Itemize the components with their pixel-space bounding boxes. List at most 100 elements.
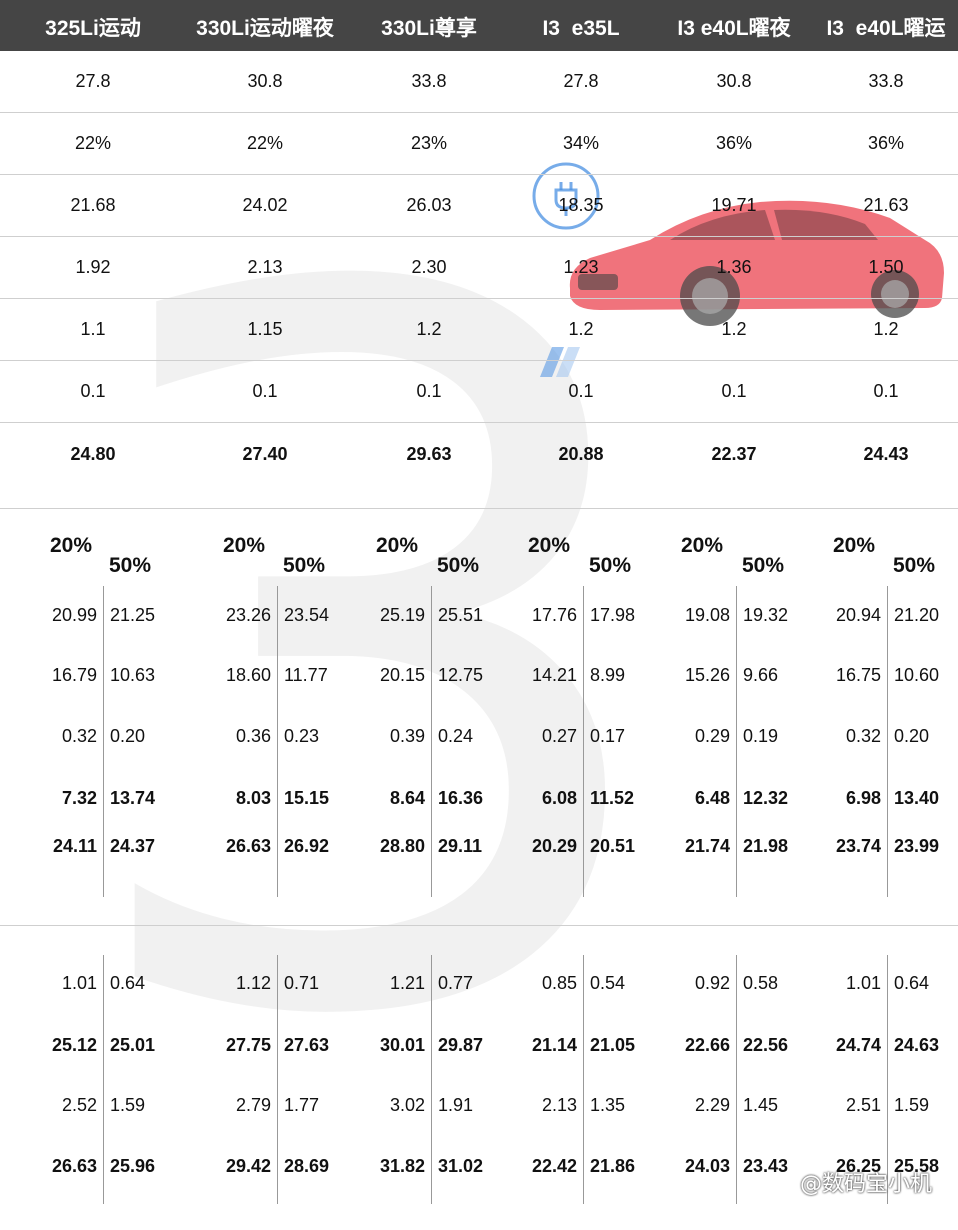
value-low: 0.27 bbox=[541, 726, 577, 746]
table-cell: 1.50 bbox=[868, 257, 904, 277]
value-low: 16.75 bbox=[835, 665, 881, 685]
value-high: 0.58 bbox=[743, 973, 779, 993]
weibo-icon bbox=[776, 1171, 801, 1190]
model-name: 325Li运动 bbox=[45, 17, 141, 40]
value-high: 21.25 bbox=[110, 605, 156, 625]
table-cell: 33.8 bbox=[868, 71, 904, 91]
value-low: 26.63 bbox=[51, 1156, 97, 1176]
value-low: 21.74 bbox=[684, 836, 730, 856]
value-high: 0.71 bbox=[284, 973, 320, 993]
table-cell: 34% bbox=[562, 133, 600, 153]
table-row: 0.1 0.1 0.1 0.1 0.1 0.1 bbox=[0, 361, 958, 423]
value-low: 8.03 bbox=[235, 788, 271, 808]
table-cell: 2.13 bbox=[247, 257, 283, 277]
value-low: 1.01 bbox=[61, 973, 97, 993]
model-name: 330Li运动曜夜 bbox=[196, 17, 334, 40]
value-high: 21.98 bbox=[743, 836, 789, 856]
value-high: 0.77 bbox=[438, 973, 474, 993]
value-low: 0.32 bbox=[61, 726, 97, 746]
percent-label-20: 20% bbox=[376, 534, 419, 557]
value-high: 0.24 bbox=[438, 726, 474, 746]
value-high: 9.66 bbox=[743, 665, 779, 685]
value-high: 16.36 bbox=[438, 788, 484, 808]
column-divider bbox=[103, 955, 104, 1204]
value-high: 31.02 bbox=[438, 1156, 484, 1176]
table-cell: 27.8 bbox=[75, 71, 111, 91]
table-cell: 1.92 bbox=[75, 257, 111, 277]
table-cell: 30.8 bbox=[716, 71, 752, 91]
value-high: 10.60 bbox=[894, 665, 940, 685]
value-high: 27.63 bbox=[284, 1035, 330, 1055]
value-low: 20.99 bbox=[51, 605, 97, 625]
section-divider bbox=[0, 925, 958, 926]
value-high: 0.23 bbox=[284, 726, 320, 746]
value-low: 6.98 bbox=[845, 788, 881, 808]
table-row: 1.92 2.13 2.30 1.23 1.36 1.50 bbox=[0, 237, 958, 299]
value-high: 15.15 bbox=[284, 788, 330, 808]
table-cell: 1.2 bbox=[416, 319, 442, 339]
value-high: 22.56 bbox=[743, 1035, 789, 1055]
value-high: 1.59 bbox=[894, 1095, 930, 1115]
value-low: 3.02 bbox=[389, 1095, 425, 1115]
table-cell: 1.36 bbox=[716, 257, 752, 277]
value-low: 1.21 bbox=[389, 973, 425, 993]
value-high: 1.77 bbox=[284, 1095, 320, 1115]
stripe-logo-icon bbox=[540, 347, 580, 377]
value-low: 22.66 bbox=[684, 1035, 730, 1055]
value-high: 24.37 bbox=[110, 836, 156, 856]
value-low: 24.74 bbox=[835, 1035, 881, 1055]
table-cell: 24.80 bbox=[70, 444, 116, 464]
table-cell: 0.1 bbox=[80, 381, 106, 401]
value-low: 2.52 bbox=[61, 1095, 97, 1115]
value-high: 21.86 bbox=[590, 1156, 636, 1176]
value-high: 13.40 bbox=[894, 788, 940, 808]
value-low: 0.29 bbox=[694, 726, 730, 746]
value-high: 21.05 bbox=[590, 1035, 636, 1055]
table-cell: 22% bbox=[246, 133, 284, 153]
table-cell: 0.1 bbox=[568, 381, 594, 401]
value-high: 20.51 bbox=[590, 836, 636, 856]
table-cell: 22% bbox=[74, 133, 112, 153]
percent-label-20: 20% bbox=[833, 534, 876, 557]
table-cell: 29.63 bbox=[406, 444, 452, 464]
table-cell: 1.15 bbox=[247, 319, 283, 339]
value-low: 25.12 bbox=[51, 1035, 97, 1055]
value-high: 29.87 bbox=[438, 1035, 484, 1055]
percent-label-50: 50% bbox=[109, 554, 152, 577]
value-high: 0.19 bbox=[743, 726, 779, 746]
value-low: 18.60 bbox=[225, 665, 271, 685]
value-low: 2.29 bbox=[694, 1095, 730, 1115]
table-cell: 36% bbox=[867, 133, 905, 153]
model-name: I3 e40L曜夜 bbox=[677, 17, 791, 40]
table-cell: 21.68 bbox=[70, 195, 116, 215]
model-name: 330Li尊享 bbox=[381, 17, 477, 40]
table-cell: 20.88 bbox=[558, 444, 604, 464]
column-divider bbox=[887, 955, 888, 1204]
electric-plug-badge-icon bbox=[532, 162, 600, 230]
value-high: 10.63 bbox=[110, 665, 156, 685]
column-divider bbox=[583, 955, 584, 1204]
value-high: 23.43 bbox=[743, 1156, 789, 1176]
percent-label-20: 20% bbox=[223, 534, 266, 557]
column-divider bbox=[277, 955, 278, 1204]
table-cell: 30.8 bbox=[247, 71, 283, 91]
value-high: 0.20 bbox=[110, 726, 146, 746]
table-cell: 0.1 bbox=[252, 381, 278, 401]
value-low: 6.48 bbox=[694, 788, 730, 808]
value-low: 0.92 bbox=[694, 973, 730, 993]
value-high: 0.17 bbox=[590, 726, 626, 746]
column-divider bbox=[103, 586, 104, 897]
value-high: 25.96 bbox=[110, 1156, 156, 1176]
value-low: 6.08 bbox=[541, 788, 577, 808]
table-row: 24.80 27.40 29.63 20.88 22.37 24.43 bbox=[0, 423, 958, 509]
value-low: 29.42 bbox=[225, 1156, 271, 1176]
value-low: 26.25 bbox=[835, 1156, 881, 1176]
value-high: 21.20 bbox=[894, 605, 940, 625]
value-low: 2.79 bbox=[235, 1095, 271, 1115]
column-divider bbox=[431, 586, 432, 897]
table-cell: 0.1 bbox=[721, 381, 747, 401]
table-cell: 18.35 bbox=[558, 195, 604, 215]
value-high: 11.52 bbox=[590, 788, 635, 808]
value-high: 23.99 bbox=[894, 836, 940, 856]
table-cell: 33.8 bbox=[411, 71, 447, 91]
